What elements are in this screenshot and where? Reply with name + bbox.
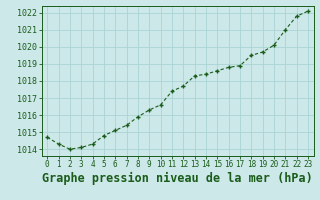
X-axis label: Graphe pression niveau de la mer (hPa): Graphe pression niveau de la mer (hPa) xyxy=(42,172,313,185)
